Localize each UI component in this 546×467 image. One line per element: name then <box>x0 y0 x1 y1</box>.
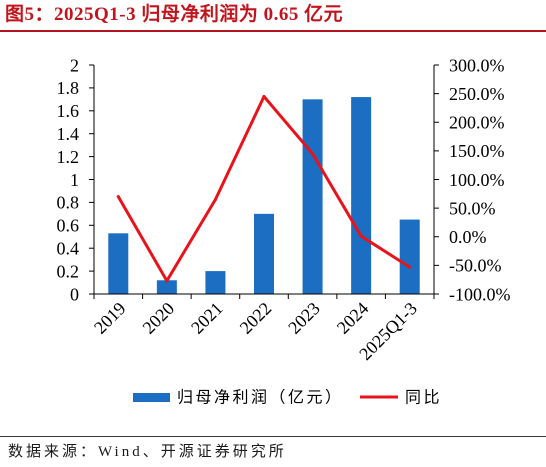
figure-title: 图5：2025Q1-3 归母净利润为 0.65 亿元 <box>5 4 344 25</box>
right-tick-label: -100.0% <box>449 284 511 304</box>
x-tick-label-2024: 2024 <box>333 298 373 338</box>
bar-2021 <box>205 271 226 294</box>
yoy-point-2021 <box>213 198 217 202</box>
left-tick-label: 0.4 <box>57 239 80 259</box>
left-tick-label: 1.4 <box>57 124 80 144</box>
bar-2025q1-3 <box>399 219 420 294</box>
x-tick-label-2020: 2020 <box>139 298 179 338</box>
x-tick-label-2019: 2019 <box>90 298 130 338</box>
left-tick-label: 1 <box>70 170 79 190</box>
right-tick-label: 250.0% <box>449 84 505 104</box>
left-tick-label: 0.2 <box>57 261 80 281</box>
source-rule <box>0 436 546 437</box>
legend-bar-label: 归母净利润（亿元） <box>177 389 344 407</box>
bar-2019 <box>108 233 129 294</box>
right-tick-label: 50.0% <box>449 198 496 218</box>
left-tick-label: 1.6 <box>57 101 80 121</box>
yoy-point-2020 <box>165 279 169 283</box>
right-tick-label: 100.0% <box>449 170 505 190</box>
left-tick-label: 2 <box>70 55 79 75</box>
right-tick-label: 150.0% <box>449 141 505 161</box>
yoy-line-series <box>116 94 412 283</box>
right-tick-label: 200.0% <box>449 113 505 133</box>
x-tick-label-2021: 2021 <box>187 298 227 338</box>
legend-bar-swatch <box>133 393 170 402</box>
x-tick-label-2022: 2022 <box>236 298 276 338</box>
left-tick-label: 1.2 <box>57 147 80 167</box>
bar-2020 <box>156 280 177 294</box>
yoy-point-2024 <box>359 234 363 238</box>
left-tick-label: 1.8 <box>57 78 80 98</box>
legend-line-label: 同比 <box>405 389 442 407</box>
yoy-point-2025q1-3 <box>408 265 412 269</box>
bar-2022 <box>254 213 274 294</box>
yoy-point-2023 <box>311 152 315 156</box>
right-tick-label: 300.0% <box>449 55 505 75</box>
legend: 归母净利润（亿元） 同比 <box>133 389 442 407</box>
bar-2023 <box>302 99 323 294</box>
right-y-axis: -100.0% -50.0% 0.0% 50.0% 100.0% 150.0% 200.0%… <box>433 55 511 304</box>
net-profit-combo-chart: 0 0.20.4 0.6 0.8 1 1.2 1.4 1.6 1.8 2 -100.0% -50.0… <box>57 55 511 407</box>
yoy-point-2019 <box>116 195 120 199</box>
left-y-axis: 0 0.20.4 0.6 0.8 1 1.2 1.4 1.6 1.8 2 <box>57 55 95 304</box>
right-tick-label: -50.0% <box>449 256 502 276</box>
right-tick-label: 0.0% <box>449 227 487 247</box>
bar-2024 <box>351 97 372 294</box>
bar-series <box>108 97 420 294</box>
source-note: 数据来源：Wind、开源证券研究所 <box>8 444 287 460</box>
left-tick-label: 0 <box>70 284 79 304</box>
left-tick-label: 0.8 <box>57 193 80 213</box>
title-rule <box>0 30 546 32</box>
yoy-point-2022 <box>262 94 266 98</box>
left-tick-label: 0.6 <box>57 216 80 236</box>
x-tick-label-2023: 2023 <box>284 298 324 338</box>
